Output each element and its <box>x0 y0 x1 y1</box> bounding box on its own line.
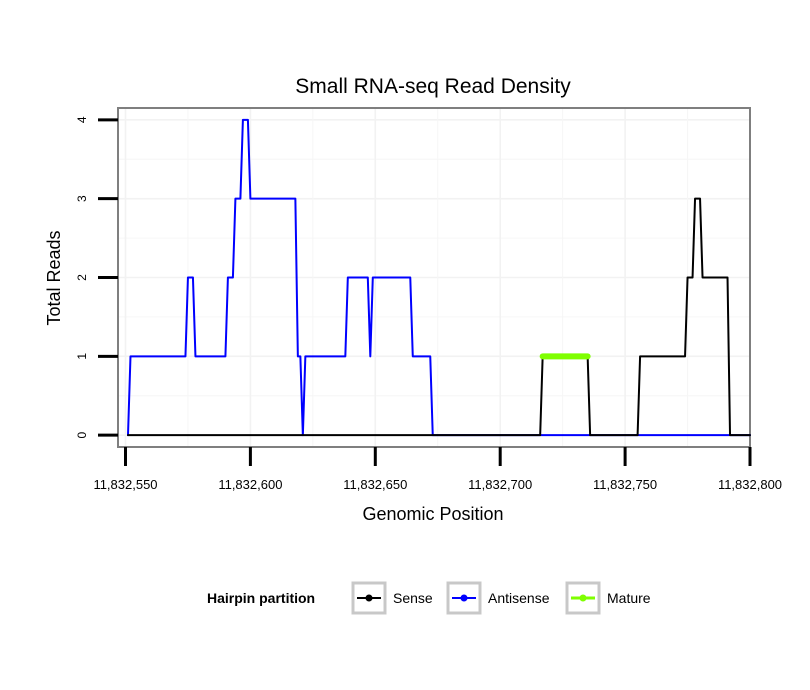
legend-point-antisense <box>460 594 468 602</box>
y-tick-label: 2 <box>75 274 89 281</box>
series-layer <box>126 118 751 437</box>
gridlines <box>118 108 751 447</box>
x-axis-title: Genomic Position <box>362 504 503 524</box>
legend-point-sense <box>365 594 373 602</box>
legend: Hairpin partition Sense Antisense Mature <box>207 581 651 615</box>
series-line-antisense <box>126 118 751 437</box>
x-axis: 11,832,550 11,832,600 11,832,650 11,832,700… <box>93 447 782 492</box>
legend-label-antisense: Antisense <box>488 590 550 606</box>
legend-title: Hairpin partition <box>207 590 315 606</box>
legend-label-mature: Mature <box>607 590 651 606</box>
x-tick-label: 11,832,800 <box>718 477 782 492</box>
y-tick-label: 3 <box>75 195 89 202</box>
chart-title: Small RNA-seq Read Density <box>295 75 571 98</box>
legend-point-mature <box>579 594 587 602</box>
legend-label-sense: Sense <box>393 590 433 606</box>
y-axis-title: Total Reads <box>44 230 64 325</box>
x-tick-label: 11,832,750 <box>593 477 657 492</box>
x-tick-label: 11,832,550 <box>93 477 157 492</box>
x-tick-label: 11,832,600 <box>218 477 282 492</box>
y-tick-label: 0 <box>75 432 89 439</box>
x-tick-label: 11,832,700 <box>468 477 532 492</box>
x-tick-label: 11,832,650 <box>343 477 407 492</box>
y-axis: 0 1 2 3 4 <box>75 116 118 439</box>
y-tick-label: 4 <box>75 116 89 123</box>
y-tick-label: 1 <box>75 353 89 360</box>
